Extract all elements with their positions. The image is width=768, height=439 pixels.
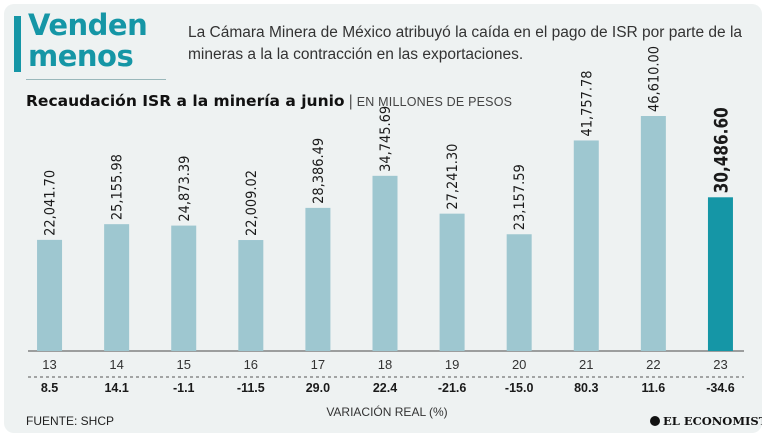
publisher-logo: EL ECONOMISTA [650, 414, 762, 428]
tick-label-14: 14 [109, 357, 123, 372]
bar-23 [707, 197, 733, 351]
tick-label-15: 15 [176, 357, 190, 372]
tick-label-19: 19 [445, 357, 459, 372]
tick-label-17: 17 [311, 357, 325, 372]
variation-label-18: 22.4 [373, 381, 397, 395]
bar-16 [238, 240, 264, 351]
publisher-logo-icon [650, 416, 660, 426]
tick-label-20: 20 [512, 357, 526, 372]
bar-13 [37, 239, 63, 351]
variation-label-13: 8.5 [41, 381, 58, 395]
subtitle: La Cámara Minera de México atribuyó la c… [188, 24, 743, 63]
source-note: FUENTE: SHCP [26, 414, 115, 428]
tick-label-16: 16 [244, 357, 258, 372]
value-label-15: 24,873.39 [177, 156, 193, 222]
value-label-13: 22,041.70 [43, 170, 59, 236]
value-label-20: 23,157.59 [512, 164, 528, 230]
variation-label-16: -11.5 [237, 381, 265, 395]
bar-17 [305, 207, 331, 351]
tick-label-21: 21 [579, 357, 593, 372]
bar-22 [640, 116, 666, 351]
value-label-14: 25,155.98 [110, 154, 126, 220]
value-label-17: 28,386.49 [311, 138, 327, 204]
chart-units: EN MILLONES DE PESOS [356, 95, 513, 109]
value-label-23: 30,486.60 [710, 107, 732, 193]
value-label-16: 22,009.02 [244, 170, 260, 236]
value-label-19: 27,241.30 [445, 144, 461, 210]
title-separator: | [348, 93, 353, 110]
value-label-21: 41,757.78 [579, 70, 595, 136]
variation-label-19: -21.6 [438, 381, 467, 395]
bar-chart: 22,041.70 13 8.5 25,155.98 14 14.1 24,873.39 15… [28, 46, 744, 419]
variation-label-21: 80.3 [574, 381, 598, 395]
accent-bar [14, 16, 21, 72]
tick-label-23: 23 [713, 357, 727, 372]
bar-19 [439, 213, 465, 351]
bar-14 [104, 224, 130, 351]
variation-label-15: -1.1 [173, 381, 195, 395]
variation-label-23: -34.6 [706, 381, 735, 395]
chart-title: Recaudación ISR a la minería a junio [26, 92, 345, 110]
chart-title-block: Recaudación ISR a la minería a junio | EN … [26, 92, 512, 111]
variation-label-20: -15.0 [505, 381, 534, 395]
bar-21 [573, 140, 599, 351]
tick-label-18: 18 [378, 357, 392, 372]
x-axis-label: VARIACIÓN REAL (%) [326, 404, 447, 419]
tick-label-22: 22 [646, 357, 660, 372]
bar-15 [171, 225, 197, 351]
bar-18 [372, 175, 398, 351]
value-label-18: 34,745.69 [378, 106, 394, 172]
value-label-22: 46,610.00 [646, 46, 662, 112]
bar-20 [506, 234, 532, 351]
headline-divider [26, 79, 166, 80]
variation-label-14: 14.1 [104, 381, 128, 395]
variation-label-17: 29.0 [306, 381, 330, 395]
tick-label-13: 13 [42, 357, 56, 372]
publisher-name: EL ECONOMISTA [663, 414, 762, 428]
headline: Venden menos [28, 8, 148, 73]
infographic-card: Venden menos La Cámara Minera de México … [4, 4, 762, 433]
variation-label-22: 11.6 [642, 381, 666, 395]
